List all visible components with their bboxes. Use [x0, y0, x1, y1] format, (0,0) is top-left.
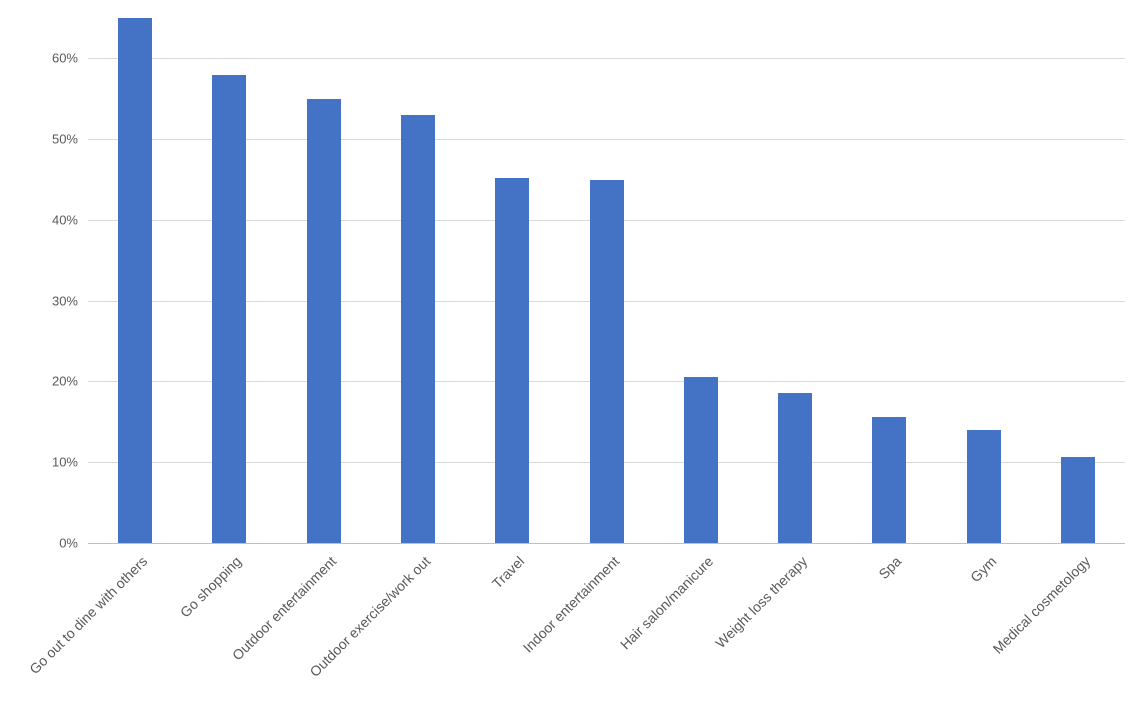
bar [118, 18, 153, 543]
x-category-label: Go shopping [177, 553, 245, 621]
plot-area: 0% 10% 20% 30% 40% 50% 60% Go out to dine with … [26, 10, 1125, 680]
bar [495, 177, 530, 543]
bar [212, 75, 247, 543]
x-category-label: Go out to dine with others [26, 553, 151, 678]
bar [872, 417, 907, 543]
x-axis-line: 0% [59, 536, 1125, 551]
bar [1060, 457, 1095, 543]
x-category-label: Gym [966, 553, 999, 586]
y-tick-label: 10% [51, 454, 78, 470]
y-tick-label: 40% [51, 212, 78, 228]
y-tick-label: 50% [51, 131, 78, 147]
bar [966, 429, 1001, 543]
y-gridline: 60% [52, 51, 1125, 66]
y-tick-label: 60% [51, 50, 78, 66]
y-tick-label: 20% [51, 373, 78, 389]
x-category-label: Outdoor entertainment [228, 553, 339, 664]
x-category-label: Hair salon/manicure [616, 553, 717, 653]
y-gridline: 50% [52, 132, 1125, 147]
x-category-label: Indoor entertainment [519, 553, 622, 656]
x-category-label: Spa [875, 553, 905, 582]
x-category-label: Weight loss therapy [712, 553, 811, 652]
bar [778, 392, 813, 543]
bar [683, 376, 718, 543]
x-category-label: Medical cosmetology [989, 553, 1094, 657]
y-tick-label: 30% [51, 293, 78, 309]
bar [589, 180, 624, 543]
y-tick-label: 0% [59, 535, 78, 551]
x-category-label: Travel [489, 553, 528, 592]
bar [306, 98, 341, 543]
bar [400, 115, 435, 543]
